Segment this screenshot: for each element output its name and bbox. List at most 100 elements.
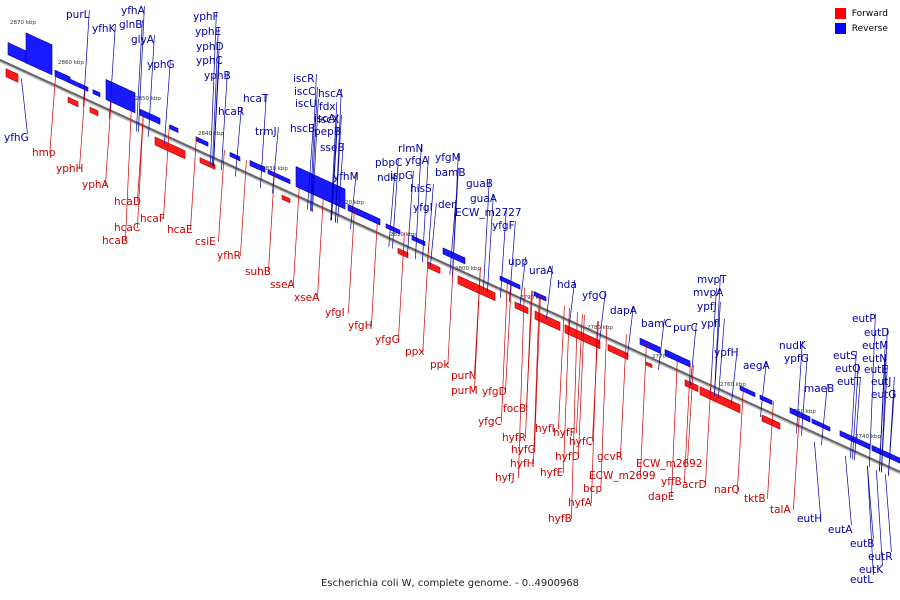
reverse-gene-leader-line [335,114,342,223]
forward-gene-label-yfgg: yfgG [375,334,400,346]
reverse-gene-label-iscu: iscU [295,98,317,110]
reverse-gene-leader-line [350,171,357,230]
reverse-gene-label-eutq: eutQ [835,363,861,375]
reverse-gene-leader-line [714,301,721,396]
forward-gene-label-hyfg: hyfG [511,444,536,456]
reverse-gene-label-eutb: eutB [850,538,874,550]
reverse-gene-leader-line [879,353,886,472]
forward-gene-leader-line [398,232,405,341]
forward-gene-label-hyfh: hyfH [510,458,534,470]
reverse-gene-label-sseb: sseB [320,142,345,154]
reverse-gene-label-ypfj: ypfJ [697,301,717,313]
reverse-gene-leader-line [449,199,457,275]
reverse-gene-block [229,151,241,162]
reverse-gene-label-yphb: yphB [204,70,231,82]
reverse-gene-leader-line [422,155,429,263]
forward-gene-leader-line [137,112,144,229]
reverse-gene-label-hiss: hisS [410,183,432,195]
reverse-gene-leader-line [850,350,857,459]
reverse-gene-label-bamb: bamB [435,167,466,179]
reverse-gene-leader-line [83,9,90,107]
reverse-gene-label-ecw-m2727: ECW_m2727 [455,207,522,219]
reverse-gene-block [499,275,521,290]
reverse-gene-block [249,160,266,173]
forward-gene-label-yfgh: yfgH [348,320,372,332]
reverse-gene-label-purl: purL [66,9,90,21]
forward-gene-leader-line [518,287,525,479]
forward-gene-label-hcac: hcaC [114,222,140,234]
reverse-gene-block [811,418,831,432]
reverse-gene-leader-line [658,318,665,371]
reverse-gene-leader-line [235,106,242,177]
reverse-gene-label-ypfi: ypfI [701,318,721,330]
forward-gene-label-tktb: tktB [744,493,766,505]
reverse-gene-leader-line [213,55,220,167]
reverse-gene-label-dapa: dapA [610,305,638,317]
reverse-gene-label-eutr: eutR [868,551,893,563]
reverse-gene-label-euts: eutS [833,350,857,362]
reverse-gene-label-der: der [438,199,456,211]
reverse-gene-block [195,136,209,147]
forward-gene-leader-line [620,334,627,458]
reverse-gene-label-eutk: eutK [859,564,884,576]
reverse-gene-block [759,394,773,406]
reverse-gene-label-hscb: hscB [290,123,315,135]
forward-gene-leader-line [558,305,565,430]
reverse-gene-label-eute: eutE [864,364,888,376]
reverse-gene-label-ispg: ispG [390,170,413,182]
genome-backbone [0,58,900,474]
reverse-gene-leader-line [854,376,861,461]
reverse-gene-label-iscr: iscR [293,73,314,85]
reverse-gene-label-hda: hda [557,279,577,291]
reverse-gene-leader-line [407,170,414,256]
reverse-gene-label-ndk: ndk [377,172,397,184]
forward-gene-leader-line [576,313,583,434]
reverse-gene-label-trmj: trmJ [255,126,277,138]
reverse-gene-leader-line [718,318,725,398]
reverse-gene-label-upp: upp [508,256,528,268]
reverse-gene-label-yphd: yphD [196,41,224,53]
reverse-gene-leader-line [148,34,155,137]
reverse-gene-leader-line [568,279,576,330]
reverse-gene-label-eutj: eutJ [871,376,891,388]
forward-gene-block [645,361,653,369]
forward-gene-label-narq: narQ [714,484,740,496]
reverse-gene-leader-line [138,5,145,133]
reverse-gene-leader-line [867,465,874,576]
reverse-gene-block [92,89,101,98]
reverse-gene-leader-line [731,347,738,404]
reverse-gene-label-yphc: yphC [196,55,223,67]
reverse-gene-label-ypfg: ypfG [784,353,809,365]
forward-gene-leader-line [447,255,455,366]
forward-gene-leader-line [737,387,744,491]
forward-gene-leader-line [505,281,512,393]
reverse-gene-leader-line [21,78,28,134]
reverse-gene-label-uraa: uraA [529,265,554,277]
reverse-gene-label-isca: iscA [314,113,336,125]
reverse-gene-label-yfha: yfhA [121,5,146,17]
tick-label-6: 2810 kbp [390,232,416,238]
forward-gene-leader-line [793,413,800,511]
reverse-gene-block [79,83,89,92]
reverse-gene-block [639,337,661,354]
reverse-gene-leader-line [483,178,490,291]
forward-gene-label-hcaf: hcaF [140,213,165,225]
reverse-gene-leader-line [164,59,171,145]
forward-gene-label-xsea: xseA [294,292,320,304]
forward-gene-label-gcvr: gcvR [597,451,623,463]
reverse-gene-block [267,169,291,185]
reverse-gene-label-yphf: yphF [193,11,219,23]
forward-gene-label-focb: focB [503,403,526,415]
tick-label-0: 2870 kbp [10,20,36,26]
forward-gene-leader-line [422,243,430,353]
reverse-gene-label-yfgm: yfgM [435,152,461,164]
reverse-gene-label-guaa: guaA [470,193,498,205]
reverse-gene-label-euth: eutH [797,513,822,525]
reverse-gene-label-yfgo: yfgO [582,290,607,302]
reverse-gene-leader-line [845,455,852,526]
legend-label-forward: Forward [851,8,888,19]
reverse-gene-leader-line [869,313,876,467]
reverse-gene-label-yfga: yfgA [405,155,430,167]
forward-gene-label-hyfa: hyfA [568,497,593,509]
forward-gene-leader-line [571,311,578,520]
